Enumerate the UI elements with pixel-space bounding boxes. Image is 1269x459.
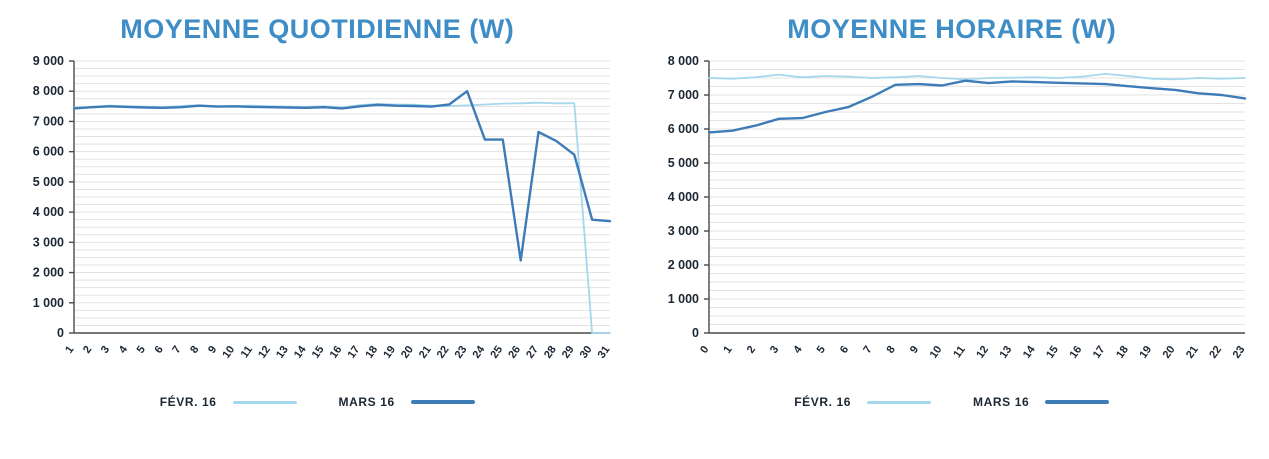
svg-text:4 000: 4 000	[667, 190, 698, 204]
svg-text:22: 22	[1207, 344, 1224, 361]
svg-text:2: 2	[744, 344, 757, 356]
svg-text:18: 18	[1114, 344, 1131, 361]
svg-text:3 000: 3 000	[33, 235, 64, 249]
svg-text:5 000: 5 000	[667, 156, 698, 170]
daily-chart-plot: 0 1 000 2 000 3 000 4 000 5 000 6 000 7 000 8 00…	[33, 54, 613, 361]
svg-text:2 000: 2 000	[33, 266, 64, 280]
legend-item-fevr: FÉVR. 16	[794, 395, 932, 409]
svg-text:13: 13	[997, 344, 1014, 361]
svg-text:1: 1	[721, 344, 734, 356]
svg-text:2: 2	[81, 344, 94, 356]
svg-text:5: 5	[814, 344, 827, 356]
svg-text:12: 12	[974, 344, 991, 361]
fevr-line-swatch	[232, 400, 297, 404]
svg-text:28: 28	[542, 344, 559, 361]
svg-text:6 000: 6 000	[33, 145, 64, 159]
svg-text:0: 0	[698, 344, 711, 356]
svg-text:16: 16	[1067, 344, 1084, 361]
hourly-chart-title: MOYENNE HORAIRE (W)	[787, 14, 1117, 44]
svg-text:4: 4	[791, 343, 805, 356]
legend-label-fevr: FÉVR. 16	[159, 395, 217, 409]
svg-text:19: 19	[1137, 344, 1154, 361]
svg-text:7 000: 7 000	[33, 114, 64, 128]
hourly-chart-legend: FÉVR. 16 MARS 16	[794, 395, 1110, 409]
svg-text:5 000: 5 000	[33, 175, 64, 189]
svg-text:27: 27	[524, 344, 541, 361]
svg-text:0: 0	[692, 326, 699, 340]
svg-text:26: 26	[507, 344, 524, 361]
svg-text:29: 29	[560, 344, 577, 361]
svg-text:18: 18	[364, 344, 381, 361]
svg-text:3: 3	[99, 344, 112, 356]
svg-text:11: 11	[951, 344, 968, 360]
svg-text:10: 10	[927, 344, 944, 361]
svg-text:1: 1	[63, 344, 76, 356]
legend-label-fevr: FÉVR. 16	[794, 395, 852, 409]
legend-item-mars: MARS 16	[339, 395, 475, 409]
svg-text:15: 15	[1044, 344, 1061, 361]
legend-label-mars: MARS 16	[973, 395, 1030, 409]
svg-text:4: 4	[117, 343, 131, 356]
svg-text:23: 23	[453, 344, 470, 361]
svg-text:24: 24	[471, 343, 488, 361]
svg-text:1 000: 1 000	[667, 292, 698, 306]
svg-text:6: 6	[153, 344, 166, 356]
svg-text:8: 8	[884, 344, 897, 356]
svg-text:30: 30	[578, 344, 595, 361]
svg-text:9: 9	[908, 344, 921, 356]
svg-text:8 000: 8 000	[667, 54, 698, 68]
svg-text:25: 25	[489, 344, 506, 361]
svg-text:20: 20	[399, 344, 416, 361]
daily-chart-title: MOYENNE QUOTIDIENNE (W)	[120, 14, 515, 44]
svg-text:12: 12	[256, 344, 273, 361]
svg-text:9: 9	[206, 344, 219, 356]
hourly-chart-plot: 0 1 000 2 000 3 000 4 000 5 000 6 000 7 000 8 00…	[667, 54, 1247, 361]
svg-text:14: 14	[292, 343, 309, 361]
svg-text:7 000: 7 000	[667, 88, 698, 102]
svg-text:20: 20	[1160, 344, 1177, 361]
svg-text:6 000: 6 000	[667, 122, 698, 136]
svg-text:16: 16	[328, 344, 345, 361]
svg-text:14: 14	[1021, 343, 1038, 361]
svg-text:8: 8	[188, 344, 201, 356]
legend-item-fevr: FÉVR. 16	[160, 395, 297, 409]
svg-text:17: 17	[1091, 344, 1108, 361]
legend-item-mars: MARS 16	[973, 395, 1110, 409]
mars-line-swatch	[1045, 400, 1110, 404]
svg-text:8 000: 8 000	[33, 84, 64, 98]
svg-text:3: 3	[768, 344, 781, 356]
svg-text:31: 31	[596, 344, 613, 361]
svg-text:15: 15	[310, 344, 327, 361]
legend-label-mars: MARS 16	[338, 395, 395, 409]
mars-line-swatch	[410, 400, 475, 404]
svg-text:9 000: 9 000	[33, 54, 64, 68]
daily-chart-legend: FÉVR. 16 MARS 16	[160, 395, 475, 409]
svg-text:17: 17	[346, 344, 363, 361]
svg-text:7: 7	[861, 344, 874, 356]
svg-text:0: 0	[57, 326, 64, 340]
svg-text:11: 11	[239, 344, 256, 360]
svg-text:10: 10	[221, 344, 238, 361]
svg-text:6: 6	[838, 344, 851, 356]
svg-text:5: 5	[135, 344, 148, 356]
svg-text:19: 19	[381, 344, 398, 361]
svg-text:2 000: 2 000	[667, 258, 698, 272]
svg-text:21: 21	[417, 344, 434, 361]
svg-text:4 000: 4 000	[33, 205, 64, 219]
svg-text:21: 21	[1184, 344, 1201, 361]
svg-text:7: 7	[171, 344, 184, 356]
svg-text:3 000: 3 000	[667, 224, 698, 238]
svg-text:23: 23	[1230, 344, 1247, 361]
svg-text:13: 13	[274, 344, 291, 361]
hourly-average-panel: MOYENNE HORAIRE (W) 0 1 000 2 000 3 000 4 00…	[635, 0, 1269, 459]
daily-average-panel: MOYENNE QUOTIDIENNE (W) 0 1 000 2 000 3 000…	[33, 14, 613, 409]
svg-text:1 000: 1 000	[33, 296, 64, 310]
fevr-line-swatch	[867, 400, 932, 404]
svg-text:22: 22	[435, 344, 452, 361]
